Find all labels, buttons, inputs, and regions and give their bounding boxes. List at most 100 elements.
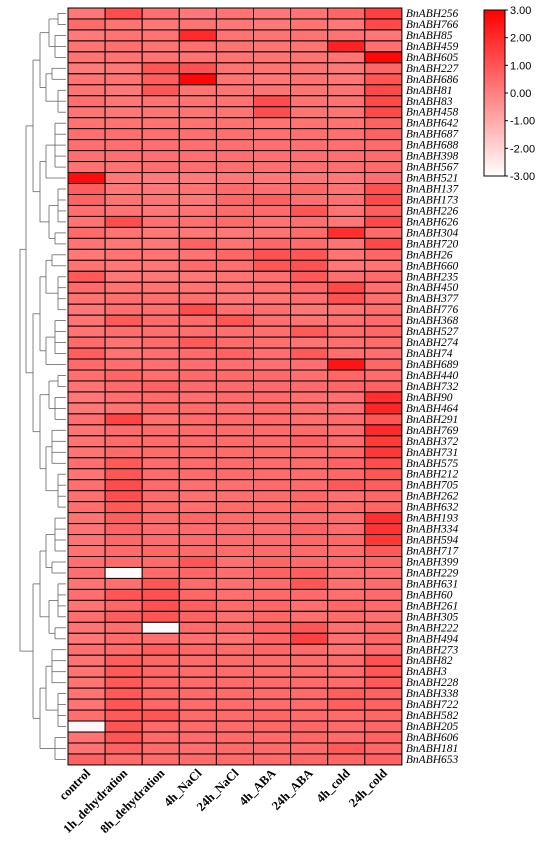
column-label-24h_ABA: 24h_ABA: [269, 766, 316, 813]
color-scale-tick-label: -3.00: [510, 171, 535, 183]
heatmap-cell-BnABH720-8h_dehydration: [141, 237, 180, 250]
heatmap-cell-BnABH368-8h_dehydration: [141, 314, 180, 327]
heatmap-cell-BnABH3-24h_ABA: [290, 665, 329, 678]
heatmap-cell-BnABH26-24h_ABA: [290, 248, 329, 261]
heatmap-cell-BnABH398-4h_cold: [327, 150, 366, 163]
row-label-BnABH3: BnABH3: [406, 666, 447, 678]
heatmap-cell-BnABH222-4h_ABA: [253, 621, 292, 634]
heatmap-cell-BnABH626-4h_NaCl: [178, 215, 217, 228]
heatmap-cell-BnABH137-24h_ABA: [290, 183, 329, 195]
heatmap-cell-BnABH717-8h_dehydration: [141, 545, 180, 558]
heatmap-cell-BnABH262-1h_dehydration: [104, 490, 143, 503]
heatmap-cell-BnABH26-4h_cold: [327, 248, 366, 261]
heatmap-cell-BnABH399-4h_ABA: [253, 556, 292, 568]
heatmap-cell-BnABH605-4h_ABA: [253, 51, 292, 64]
row-labels: BnABH256BnABH766BnABH85BnABH459BnABH605B…: [406, 8, 460, 766]
heatmap-cell-BnABH205-24h_cold: [364, 720, 403, 733]
heatmap-cell-BnABH229-24h_cold: [364, 566, 403, 579]
heatmap-cell-BnABH262-8h_dehydration: [141, 490, 180, 503]
heatmap-cell-BnABH305-4h_NaCl: [178, 610, 217, 623]
heatmap-cell-BnABH766-4h_NaCl: [178, 18, 217, 31]
heatmap-cell-BnABH626-4h_cold: [327, 215, 366, 228]
heatmap-cell-BnABH660-24h_ABA: [290, 259, 329, 272]
heatmap-cell-BnABH274-4h_cold: [327, 336, 366, 349]
heatmap-cell-BnABH720-control: [67, 237, 106, 250]
heatmap-cell-BnABH632-4h_ABA: [253, 501, 292, 514]
row-label-BnABH521: BnABH521: [406, 173, 458, 185]
heatmap-cell-BnABH291-24h_ABA: [290, 413, 329, 426]
heatmap-cell-BnABH686-control: [67, 73, 106, 86]
heatmap-cell-BnABH229-1h_dehydration: [104, 566, 143, 579]
heatmap-cell-BnABH304-24h_ABA: [290, 226, 329, 239]
color-scale-tick-label: -1.00: [510, 116, 535, 128]
heatmap-cell-BnABH90-24h_ABA: [290, 391, 329, 404]
heatmap-cell-BnABH605-24h_NaCl: [215, 51, 254, 64]
heatmap-cell-BnABH653-8h_dehydration: [141, 753, 180, 766]
heatmap-cell-BnABH594-4h_ABA: [253, 534, 292, 547]
heatmap-cell-BnABH594-24h_ABA: [290, 534, 329, 547]
heatmap-cell-BnABH81-8h_dehydration: [141, 84, 180, 97]
heatmap-cell-BnABH769-4h_ABA: [253, 424, 292, 437]
heatmap-cell-BnABH582-8h_dehydration: [141, 709, 180, 722]
heatmap-cell-BnABH305-24h_cold: [364, 610, 403, 623]
heatmap-cell-BnABH399-24h_NaCl: [215, 556, 254, 568]
heatmap-cell-BnABH85-4h_cold: [327, 29, 366, 42]
heatmap-cell-BnABH181-control: [67, 742, 106, 755]
heatmap-cell-BnABH60-4h_NaCl: [178, 588, 217, 601]
row-label-BnABH642: BnABH642: [406, 118, 459, 130]
row-label-BnABH226: BnABH226: [406, 206, 459, 218]
heatmap-cell-BnABH660-control: [67, 259, 106, 272]
heatmap-cell-BnABH261-4h_NaCl: [178, 599, 217, 612]
heatmap-cell-BnABH705-4h_NaCl: [178, 479, 217, 492]
heatmap-cell-BnABH222-24h_ABA: [290, 621, 329, 634]
heatmap-cell-BnABH631-24h_NaCl: [215, 577, 254, 590]
heatmap-cell-BnABH398-control: [67, 150, 106, 163]
row-label-BnABH60: BnABH60: [406, 589, 453, 601]
heatmap-cell-BnABH632-8h_dehydration: [141, 501, 180, 514]
heatmap-cell-BnABH605-24h_cold: [364, 51, 403, 64]
row-label-BnABH458: BnABH458: [406, 107, 459, 119]
heatmap-cell-BnABH83-4h_NaCl: [178, 95, 217, 108]
heatmap-cell-BnABH305-control: [67, 610, 106, 623]
heatmap-cell-BnABH261-24h_cold: [364, 599, 403, 612]
heatmap-cell-BnABH137-4h_ABA: [253, 183, 292, 195]
heatmap-cell-BnABH137-24h_NaCl: [215, 183, 254, 195]
heatmap-cell-BnABH687-4h_NaCl: [178, 128, 217, 141]
heatmap-cell-BnABH274-4h_ABA: [253, 336, 292, 349]
row-label-BnABH235: BnABH235: [406, 271, 459, 283]
heatmap-cell-BnABH212-control: [67, 468, 106, 481]
heatmap-cell-BnABH227-24h_ABA: [290, 62, 329, 75]
heatmap-cell-BnABH368-4h_cold: [327, 314, 366, 327]
color-scale-bar: [483, 9, 506, 177]
heatmap-cell-BnABH605-4h_NaCl: [178, 51, 217, 64]
heatmap-cell-BnABH181-4h_NaCl: [178, 742, 217, 755]
heatmap-cell-BnABH26-8h_dehydration: [141, 248, 180, 261]
heatmap-cell-BnABH450-4h_NaCl: [178, 281, 217, 294]
heatmap-cell-BnABH494-4h_cold: [327, 632, 366, 645]
heatmap-cell-BnABH173-4h_ABA: [253, 193, 292, 206]
heatmap-cell-BnABH642-control: [67, 117, 106, 130]
heatmap-cell-BnABH464-4h_cold: [327, 402, 366, 415]
heatmap-cell-BnABH334-control: [67, 523, 106, 536]
heatmap-cell-BnABH440-1h_dehydration: [104, 369, 143, 382]
row-label-BnABH212: BnABH212: [406, 469, 459, 481]
heatmap-cell-BnABH776-1h_dehydration: [104, 303, 143, 316]
heatmap-cell-BnABH235-24h_ABA: [290, 270, 329, 283]
row-label-BnABH229: BnABH229: [406, 568, 459, 580]
heatmap-cell-BnABH717-1h_dehydration: [104, 545, 143, 558]
row-label-BnABH228: BnABH228: [406, 677, 459, 689]
heatmap-cell-BnABH338-1h_dehydration: [104, 687, 143, 700]
heatmap-cell-BnABH732-4h_ABA: [253, 380, 292, 393]
heatmap-cell-BnABH776-24h_ABA: [290, 303, 329, 316]
heatmap-cell-BnABH304-4h_NaCl: [178, 226, 217, 239]
heatmap-cell-BnABH722-1h_dehydration: [104, 698, 143, 711]
heatmap-cell-BnABH450-8h_dehydration: [141, 281, 180, 294]
heatmap-cell-BnABH85-8h_dehydration: [141, 29, 180, 42]
row-label-BnABH227: BnABH227: [406, 63, 460, 75]
heatmap-cell-BnABH137-4h_NaCl: [178, 183, 217, 195]
heatmap-cell-BnABH606-4h_cold: [327, 731, 366, 744]
heatmap-cell-BnABH377-24h_ABA: [290, 292, 329, 305]
heatmap-cell-BnABH689-8h_dehydration: [141, 358, 180, 371]
heatmap-cell-BnABH228-4h_NaCl: [178, 676, 217, 689]
heatmap-cell-BnABH458-8h_dehydration: [141, 106, 180, 119]
